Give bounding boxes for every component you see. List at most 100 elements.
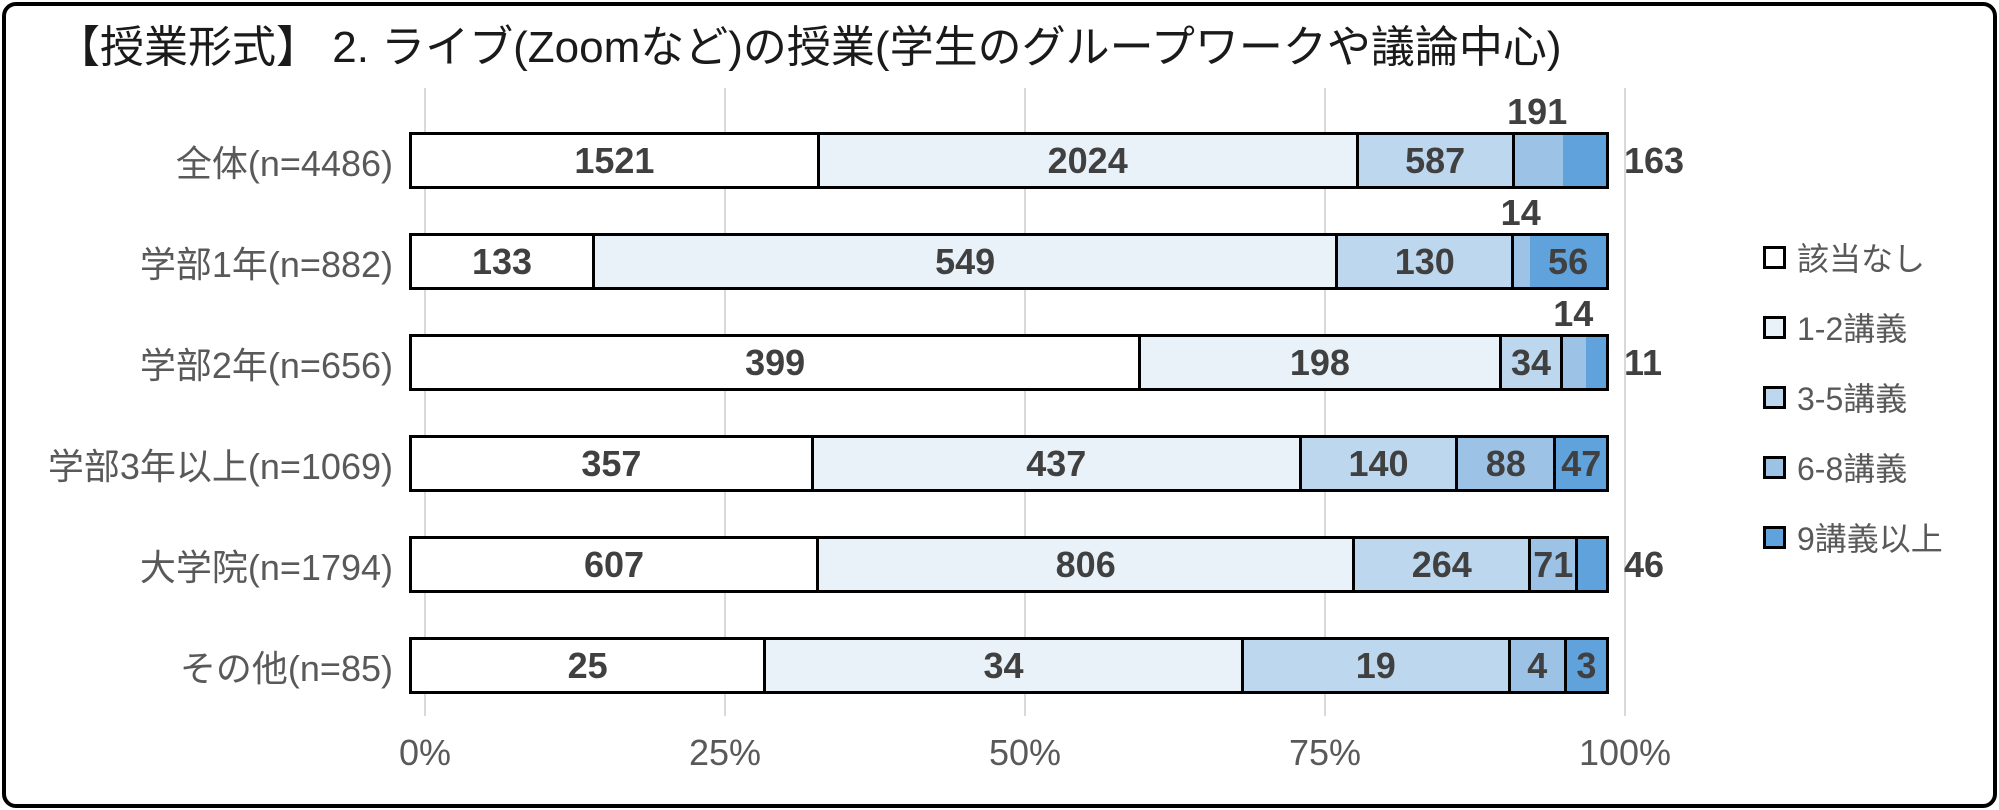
legend-swatch bbox=[1763, 525, 1786, 549]
bar-segment: 34 bbox=[1498, 337, 1561, 388]
category-label: 学部1年(n=882) bbox=[139, 243, 393, 285]
bar-segment bbox=[1562, 135, 1606, 186]
bar-segment: 2024 bbox=[816, 135, 1356, 186]
gridlines bbox=[424, 88, 1626, 716]
bar-segment: 130 bbox=[1335, 236, 1512, 287]
bar-segment bbox=[1511, 135, 1563, 186]
bar-segment: 19 bbox=[1240, 640, 1508, 691]
legend-swatch bbox=[1763, 245, 1786, 269]
bar-segment: 607 bbox=[412, 539, 816, 590]
value-label: 56 bbox=[1548, 240, 1589, 282]
bar-row: 大学院(n=1794) 607 806 264 71 46 bbox=[0, 492, 1664, 593]
value-label: 357 bbox=[581, 442, 642, 484]
legend-swatch bbox=[1763, 385, 1786, 409]
value-label: 11 bbox=[1624, 341, 1663, 383]
x-tick-label: 100% bbox=[1578, 732, 1672, 773]
bar-row: 学部2年(n=656) 399 198 34 14 11 bbox=[0, 290, 1662, 391]
bar-segment bbox=[1560, 337, 1586, 388]
value-label: 19 bbox=[1355, 644, 1396, 686]
value-label: 34 bbox=[1511, 341, 1552, 383]
bar-track: 357 437 140 88 47 bbox=[409, 435, 1609, 492]
bar-track: 133 549 130 14 56 bbox=[409, 193, 1609, 290]
value-label: 163 bbox=[1624, 139, 1685, 181]
x-tick-label: 0% bbox=[398, 732, 452, 773]
bar-segment: 806 bbox=[815, 539, 1353, 590]
bar-track: 399 198 34 14 11 bbox=[409, 294, 1662, 391]
category-label: 学部3年以上(n=1069) bbox=[47, 445, 393, 487]
bar-segment: 3 bbox=[1563, 640, 1606, 691]
gridline bbox=[1624, 88, 1626, 716]
value-label: 198 bbox=[1289, 341, 1350, 383]
bar-segment: 34 bbox=[763, 640, 1241, 691]
legend-item-label: 6-8講義 bbox=[1797, 451, 1908, 487]
value-label: 71 bbox=[1533, 543, 1574, 585]
legend-item: 1-2講義 bbox=[1763, 292, 1943, 362]
legend-item: 該当なし bbox=[1763, 222, 1943, 292]
value-label: 264 bbox=[1411, 543, 1472, 585]
chart-title: 【授業形式】 2. ライブ(Zoomなど)の授業(学生のグループワークや議論中心… bbox=[56, 23, 1562, 72]
bar-segment bbox=[1575, 539, 1606, 590]
x-tick-label: 50% bbox=[988, 732, 1062, 773]
x-tick-label: 75% bbox=[1288, 732, 1362, 773]
legend-item: 6-8講義 bbox=[1763, 432, 1943, 502]
legend-item-label: 9講義以上 bbox=[1797, 521, 1943, 557]
bar-row: その他(n=85) 25 34 19 4 3 bbox=[0, 593, 1660, 694]
x-axis: 0% 25% 50% 75% 100% bbox=[399, 732, 1671, 782]
legend-item-label: 3-5講義 bbox=[1797, 381, 1908, 417]
bar-track: 25 34 19 4 3 bbox=[409, 637, 1609, 694]
bar-segment: 264 bbox=[1352, 539, 1529, 590]
value-label: 587 bbox=[1405, 139, 1466, 181]
bar-row: 学部3年以上(n=1069) 357 437 140 88 47 bbox=[0, 391, 1660, 492]
bar-segment: 437 bbox=[810, 438, 1299, 489]
bar-segment: 71 bbox=[1528, 539, 1576, 590]
legend-item: 3-5講義 bbox=[1763, 362, 1943, 432]
bar-segment: 56 bbox=[1530, 236, 1606, 287]
bar-track: 607 806 264 71 46 bbox=[409, 536, 1664, 593]
bar-segment: 1521 bbox=[412, 135, 817, 186]
value-label: 88 bbox=[1485, 442, 1526, 484]
value-label: 549 bbox=[935, 240, 996, 282]
bar-segment: 357 bbox=[412, 438, 811, 489]
legend-swatch bbox=[1763, 455, 1786, 479]
value-label: 4 bbox=[1527, 644, 1548, 686]
bar-segment: 4 bbox=[1507, 640, 1564, 691]
value-label: 34 bbox=[983, 644, 1024, 686]
bar-segment: 198 bbox=[1138, 337, 1499, 388]
bar-segment: 25 bbox=[412, 640, 764, 691]
gridline bbox=[424, 88, 426, 716]
bar-track: 1521 2024 587 191 163 bbox=[409, 92, 1684, 189]
bar-segment: 549 bbox=[592, 236, 1336, 287]
value-label: 133 bbox=[471, 240, 533, 282]
bar-segment: 133 bbox=[412, 236, 593, 287]
bar-segment: 140 bbox=[1298, 438, 1456, 489]
bar-row: 全体(n=4486) 1521 2024 587 191 163 bbox=[0, 88, 1684, 189]
value-label: 437 bbox=[1026, 442, 1087, 484]
category-label: 学部2年(n=656) bbox=[139, 344, 393, 386]
value-label: 806 bbox=[1055, 543, 1116, 585]
plot-area: 全体(n=4486) 1521 2024 587 191 163 学部1年(n=882) 13… bbox=[0, 88, 1684, 694]
bar-row: 学部1年(n=882) 133 549 130 14 56 bbox=[0, 189, 1660, 290]
value-label: 3 bbox=[1576, 644, 1597, 686]
category-label: 全体(n=4486) bbox=[175, 142, 393, 184]
gridline bbox=[724, 88, 726, 716]
value-label: 14 bbox=[1553, 293, 1594, 335]
value-label: 130 bbox=[1394, 240, 1455, 282]
bar-segment: 587 bbox=[1355, 135, 1512, 186]
legend: 該当なし 1-2講義 3-5講義 6-8講義 9講義以上 bbox=[1763, 222, 1943, 572]
bar-segment: 88 bbox=[1455, 438, 1554, 489]
category-label: その他(n=85) bbox=[179, 647, 393, 689]
legend-item: 9講義以上 bbox=[1763, 502, 1943, 572]
value-label: 47 bbox=[1561, 442, 1602, 484]
value-label: 140 bbox=[1348, 442, 1409, 484]
value-label: 25 bbox=[567, 644, 608, 686]
value-label: 2024 bbox=[1047, 139, 1128, 181]
value-label: 607 bbox=[583, 543, 645, 585]
value-label: 46 bbox=[1624, 543, 1665, 585]
gridline bbox=[1324, 88, 1326, 716]
legend-swatch bbox=[1763, 315, 1786, 339]
value-label: 191 bbox=[1507, 91, 1568, 133]
bar-segment: 47 bbox=[1553, 438, 1606, 489]
bar-segment: 399 bbox=[412, 337, 1139, 388]
legend-item-label: 該当なし bbox=[1797, 241, 1926, 277]
